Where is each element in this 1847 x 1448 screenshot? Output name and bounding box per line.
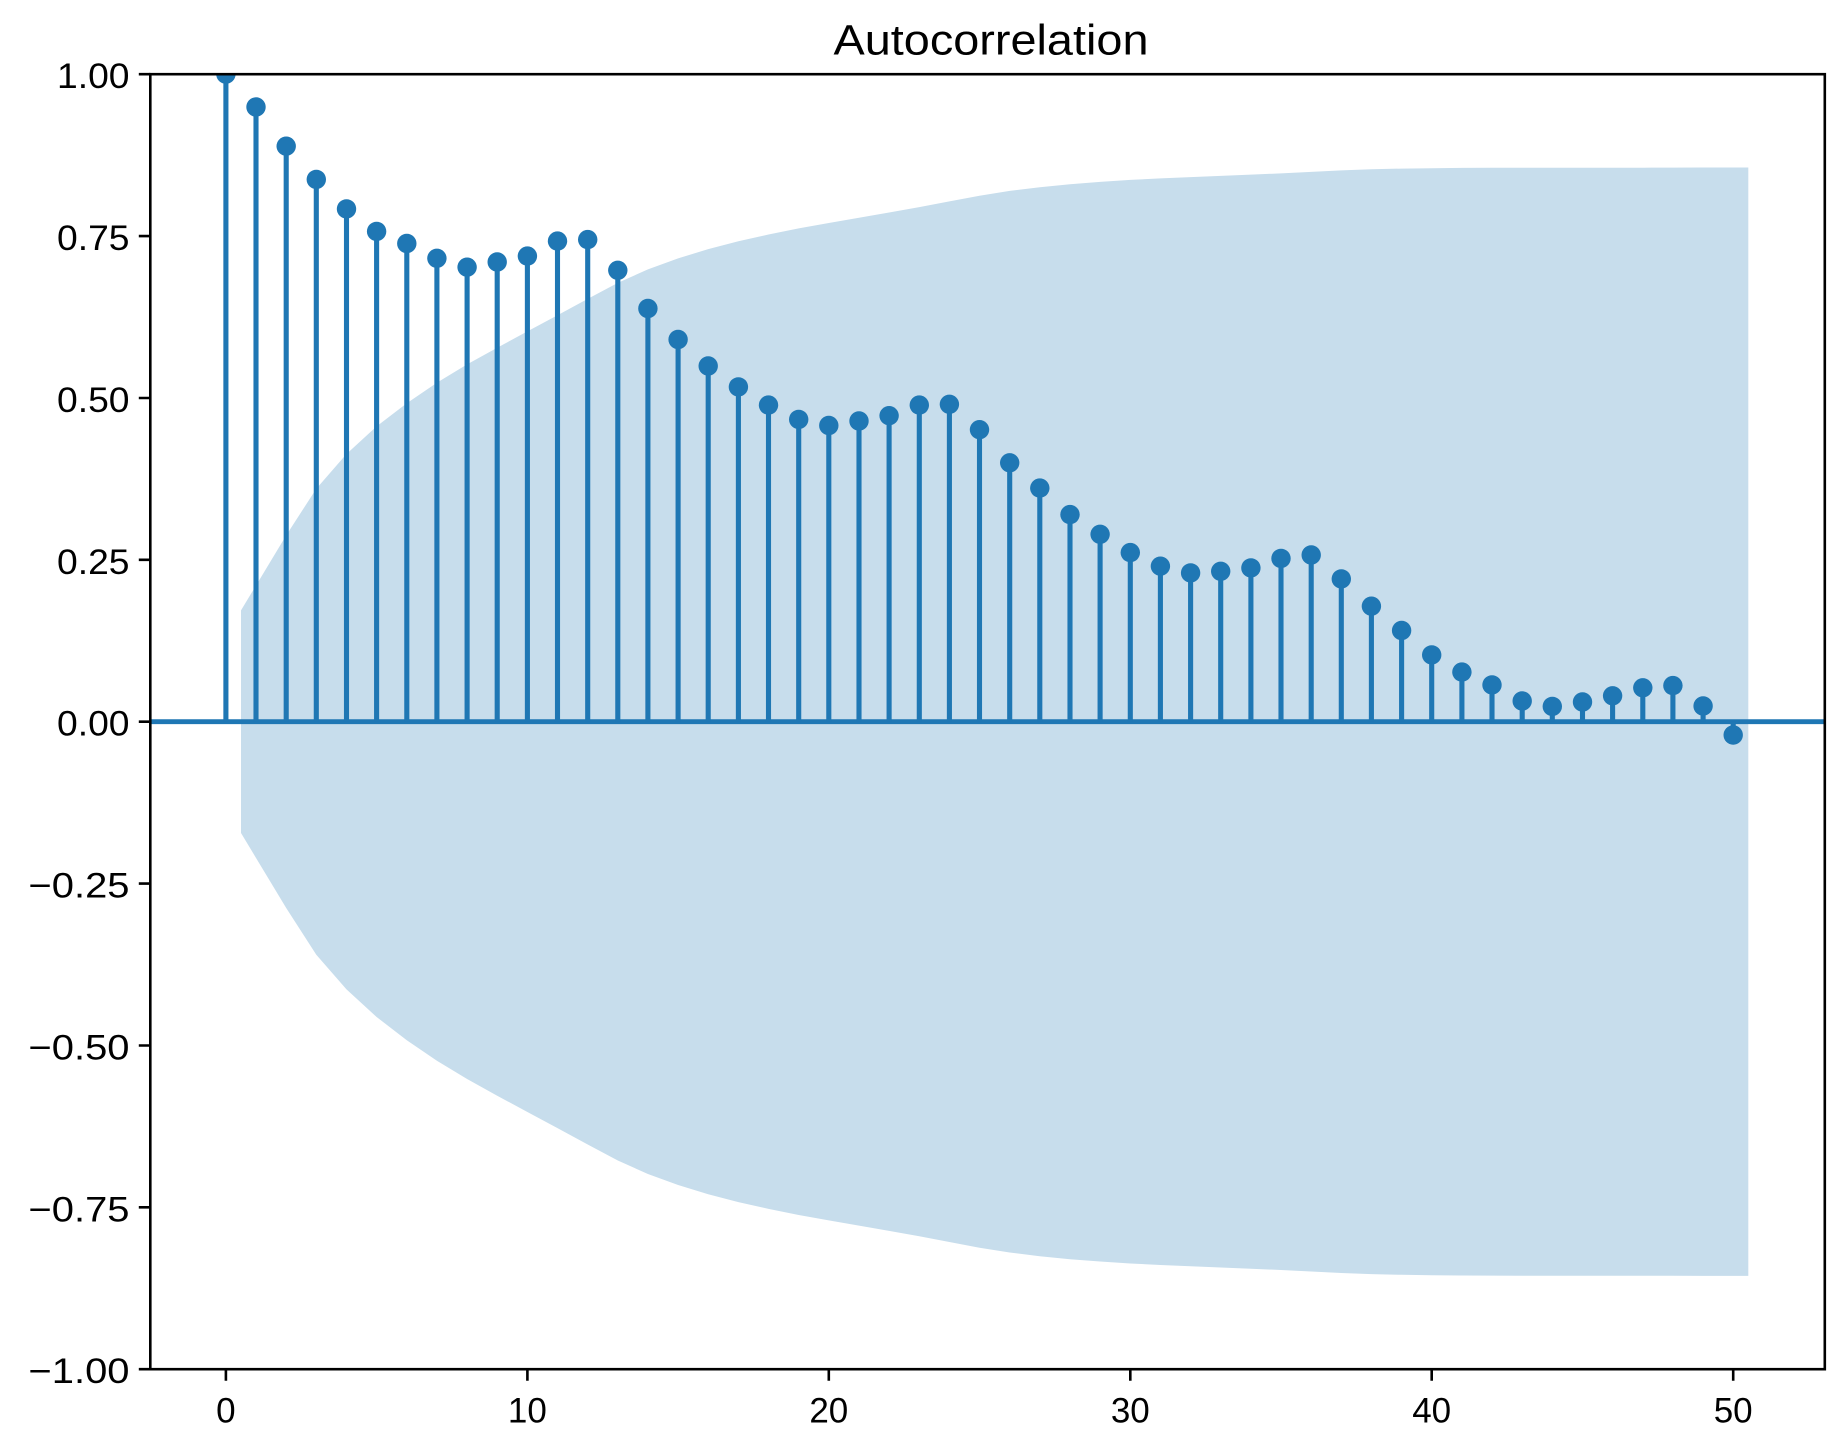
svg-text:−0.25: −0.25 xyxy=(29,867,130,906)
svg-text:0.00: 0.00 xyxy=(57,705,130,744)
svg-text:0.25: 0.25 xyxy=(57,543,130,582)
svg-text:20: 20 xyxy=(809,1391,848,1430)
svg-text:0: 0 xyxy=(216,1391,235,1430)
svg-text:−1.00: −1.00 xyxy=(29,1352,130,1391)
svg-text:0.75: 0.75 xyxy=(57,219,130,258)
svg-text:30: 30 xyxy=(1111,1391,1150,1430)
svg-text:1.00: 1.00 xyxy=(57,57,130,96)
svg-text:−0.75: −0.75 xyxy=(29,1190,130,1229)
svg-text:0.50: 0.50 xyxy=(57,381,130,420)
svg-text:40: 40 xyxy=(1412,1391,1451,1430)
svg-text:50: 50 xyxy=(1714,1391,1753,1430)
svg-text:10: 10 xyxy=(508,1391,547,1430)
svg-text:Autocorrelation: Autocorrelation xyxy=(834,17,1149,65)
svg-text:−0.50: −0.50 xyxy=(29,1029,130,1068)
